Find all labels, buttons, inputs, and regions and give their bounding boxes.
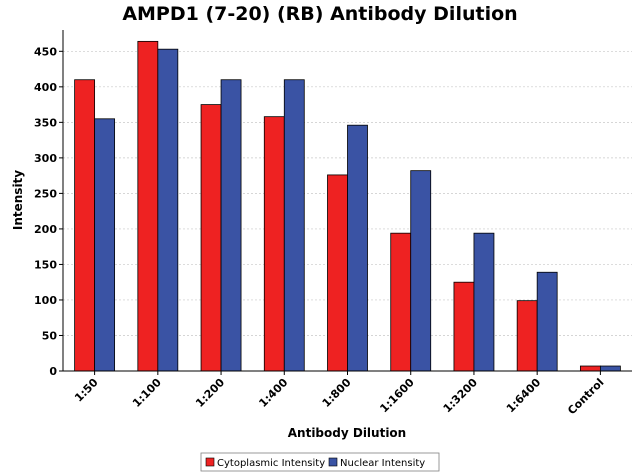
y-tick-label: 400 bbox=[34, 81, 57, 94]
y-tick-label: 450 bbox=[34, 45, 57, 58]
x-axis-label: Antibody Dilution bbox=[288, 426, 406, 440]
chart-title: AMPD1 (7-20) (RB) Antibody Dilution bbox=[122, 3, 517, 25]
x-tick-label: 1:3200 bbox=[441, 376, 481, 416]
bar-cytoplasmic-1-100 bbox=[137, 40, 159, 372]
legend-swatch-nuclear bbox=[328, 457, 338, 467]
bar-nuclear-1-1600 bbox=[410, 170, 432, 372]
x-tick-label: 1:200 bbox=[193, 376, 227, 410]
legend-label-nuclear: Nuclear Intensity bbox=[340, 458, 425, 469]
y-tick-label: 300 bbox=[34, 152, 57, 165]
bar-cytoplasmic-1-800 bbox=[327, 174, 348, 372]
bar-nuclear-1-3200 bbox=[473, 232, 495, 372]
bar-cytoplasmic-1-6400 bbox=[516, 300, 538, 372]
x-tick-label: 1:1600 bbox=[377, 376, 417, 416]
legend-swatch-cytoplasmic bbox=[205, 457, 215, 467]
bar-cytoplasmic-1-400 bbox=[263, 116, 285, 372]
bar-cytoplasmic-control bbox=[579, 365, 601, 372]
bar-nuclear-1-50 bbox=[94, 118, 116, 372]
bar-nuclear-1-400 bbox=[283, 79, 305, 372]
bar-cytoplasmic-1-50 bbox=[74, 79, 96, 372]
bar-nuclear-1-800 bbox=[347, 124, 368, 372]
legend: Cytoplasmic Intensity Nuclear Intensity bbox=[200, 452, 440, 472]
y-tick-label: 150 bbox=[34, 258, 57, 271]
y-tick-label: 250 bbox=[34, 187, 57, 200]
x-tick-label: 1:800 bbox=[320, 376, 354, 410]
bar-nuclear-1-100 bbox=[157, 48, 179, 372]
x-tick-label: 1:100 bbox=[130, 376, 164, 410]
bar-nuclear-1-200 bbox=[220, 79, 242, 372]
y-tick-label: 100 bbox=[34, 294, 57, 307]
legend-label-cytoplasmic: Cytoplasmic Intensity bbox=[217, 458, 325, 469]
y-tick-label: 200 bbox=[34, 223, 57, 236]
x-tick-label: 1:6400 bbox=[504, 376, 544, 416]
bar-nuclear-control bbox=[599, 365, 621, 372]
bar-cytoplasmic-1-200 bbox=[200, 104, 222, 372]
bar-cytoplasmic-1-3200 bbox=[453, 281, 475, 372]
x-tick-label: 1:400 bbox=[256, 376, 290, 410]
y-tick-label: 350 bbox=[34, 116, 57, 129]
bars bbox=[74, 40, 621, 372]
bar-nuclear-1-6400 bbox=[536, 271, 558, 372]
bar-cytoplasmic-1-1600 bbox=[390, 232, 412, 372]
y-tick-label: 50 bbox=[42, 329, 58, 342]
y-axis-label: Intensity bbox=[11, 170, 25, 230]
y-axis-ticks: 0 50 100 150 200 250 300 350 400 450 bbox=[34, 45, 63, 378]
legend-box bbox=[200, 452, 440, 472]
x-axis-ticks: 1:50 1:100 1:200 1:400 1:800 1:1600 1:3200 1:64… bbox=[72, 371, 607, 417]
x-tick-label: Control bbox=[565, 376, 606, 417]
x-tick-label: 1:50 bbox=[72, 376, 101, 405]
y-tick-label: 0 bbox=[49, 365, 57, 378]
